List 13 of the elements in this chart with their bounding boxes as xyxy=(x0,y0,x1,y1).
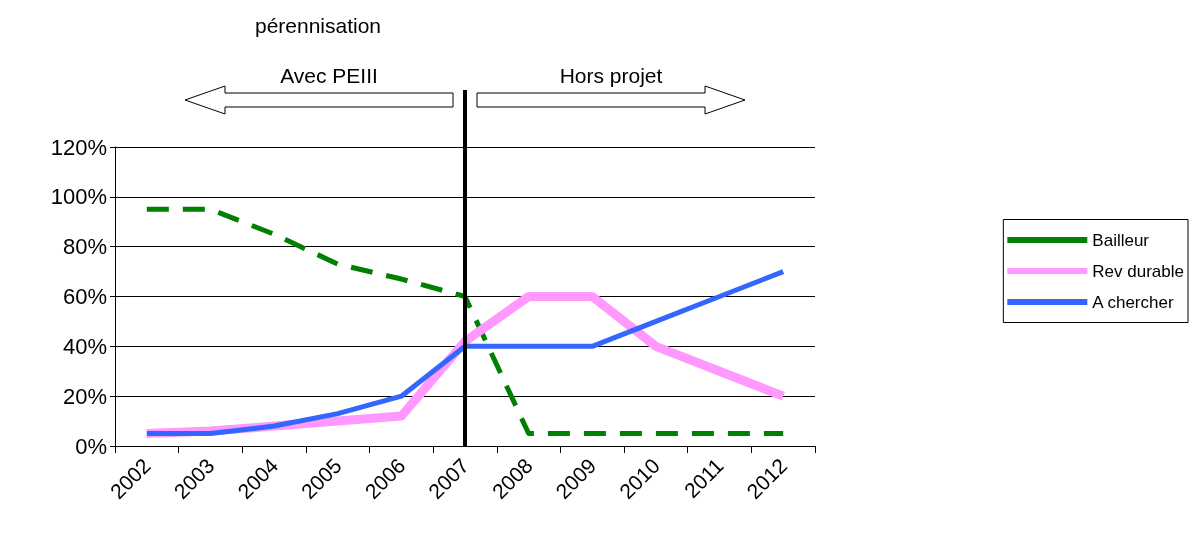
y-tick-label: 100% xyxy=(50,184,107,210)
y-tick-label: 20% xyxy=(62,383,107,409)
y-tick-label: 40% xyxy=(62,333,107,359)
text: Hors projet xyxy=(559,64,663,87)
y-tick-label: 60% xyxy=(62,284,107,309)
text: Avec PEIII xyxy=(280,64,378,87)
legend-label: Rev durable xyxy=(1092,261,1185,281)
legend-label: Bailleur xyxy=(1092,230,1150,250)
chart-title: pérennisation xyxy=(254,14,382,37)
y-tick-label: 120% xyxy=(50,134,107,160)
y-tick-label: 80% xyxy=(62,234,107,260)
legend-label: A chercher xyxy=(1092,292,1174,312)
y-tick-label: 0% xyxy=(75,433,107,459)
